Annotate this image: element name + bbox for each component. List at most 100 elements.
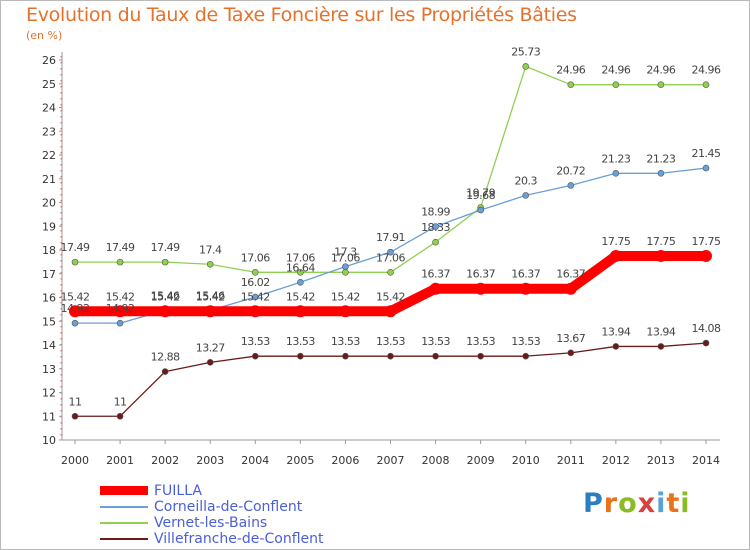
y-tick-label: 12 [42, 387, 56, 400]
x-tick-label: 2014 [692, 454, 720, 467]
data-point [116, 319, 124, 327]
data-label: 13.53 [466, 335, 495, 348]
data-point [297, 269, 304, 276]
data-point [522, 63, 530, 70]
data-label: 13.67 [556, 332, 585, 345]
data-label: 21.23 [646, 152, 675, 165]
data-point [342, 263, 349, 270]
x-tick-label: 2001 [106, 454, 134, 467]
data-label: 15.42 [106, 290, 135, 303]
data-label: 21.23 [601, 152, 630, 165]
data-point [432, 352, 439, 360]
data-point [429, 282, 442, 295]
y-tick-label: 25 [42, 78, 56, 91]
data-label: 16.37 [466, 268, 495, 281]
data-point [609, 249, 622, 262]
data-label: 13.53 [511, 335, 540, 348]
data-point [432, 238, 439, 246]
data-label: 13.94 [646, 325, 675, 338]
data-label: 13.53 [376, 335, 405, 348]
data-point [206, 260, 214, 268]
data-point [657, 169, 665, 177]
data-label: 13.94 [601, 325, 630, 338]
data-point [522, 192, 530, 199]
data-label: 17.4 [199, 243, 222, 256]
x-tick-label: 2012 [602, 454, 630, 467]
data-point [251, 293, 259, 301]
data-label: 18.99 [421, 205, 450, 218]
data-point [657, 81, 665, 88]
data-point [564, 282, 577, 295]
data-label: 15.42 [376, 290, 405, 303]
data-point [159, 305, 172, 318]
y-tick-label: 24 [42, 102, 56, 115]
data-point [700, 249, 712, 262]
data-label: 17.06 [376, 251, 405, 264]
x-tick-label: 2009 [467, 454, 495, 467]
proxiti-logo: Proxiti [583, 488, 691, 519]
data-label: 24.96 [692, 64, 721, 77]
y-tick-label: 19 [42, 220, 56, 233]
data-label: 13.27 [196, 341, 225, 354]
data-label: 19.79 [466, 186, 495, 199]
data-label: 24.96 [556, 64, 585, 77]
legend-swatch-fuilla [100, 486, 148, 495]
data-point [612, 343, 620, 350]
data-point [116, 258, 124, 266]
data-label: 11 [69, 395, 82, 408]
data-point [387, 352, 394, 360]
data-point [206, 359, 214, 366]
data-label: 14.92 [106, 302, 135, 315]
data-point [204, 305, 217, 318]
data-point [387, 269, 394, 276]
y-tick-label: 11 [42, 410, 56, 423]
data-point [71, 412, 79, 420]
y-tick-label: 16 [42, 292, 56, 305]
data-point [612, 81, 620, 88]
y-tick-label: 18 [42, 244, 56, 257]
y-tick-label: 21 [42, 173, 56, 186]
data-label: 16.37 [556, 268, 585, 281]
data-point [477, 352, 484, 360]
data-label: 17.06 [241, 251, 270, 264]
data-label: 15.42 [286, 290, 315, 303]
data-label: 17.06 [331, 251, 360, 264]
data-point [384, 305, 397, 318]
data-point [297, 352, 304, 360]
data-label: 16.02 [241, 276, 270, 289]
legend-label-vernet: Vernet-les-Bains [154, 515, 268, 531]
data-point [567, 81, 575, 88]
y-tick-label: 14 [42, 339, 56, 352]
data-point [161, 368, 169, 375]
data-point [702, 339, 710, 347]
x-tick-label: 2007 [377, 454, 405, 467]
legend-swatch-vernet [100, 522, 148, 524]
data-label: 15.46 [196, 289, 225, 302]
data-point [116, 412, 124, 420]
data-label: 17.91 [376, 231, 405, 244]
x-tick-label: 2005 [286, 454, 314, 467]
data-point [519, 282, 532, 295]
data-label: 16.64 [286, 261, 315, 274]
data-label: 14.08 [692, 322, 721, 335]
data-label: 15.46 [151, 289, 180, 302]
data-point [387, 248, 394, 256]
legend-label-villefranche: Villefranche-de-Conflent [154, 531, 324, 547]
x-tick-label: 2003 [196, 454, 224, 467]
data-label: 17.75 [692, 235, 721, 248]
data-label: 17.75 [646, 235, 675, 248]
data-label: 13.53 [421, 335, 450, 348]
data-point [522, 352, 530, 360]
data-label: 14.92 [61, 302, 90, 315]
data-label: 11 [114, 395, 127, 408]
legend-label-fuilla: FUILLA [154, 483, 202, 499]
x-tick-label: 2006 [331, 454, 359, 467]
data-point [69, 305, 81, 318]
x-tick-label: 2008 [422, 454, 450, 467]
data-label: 20.3 [514, 174, 537, 187]
data-label: 18.33 [421, 221, 450, 234]
data-point [567, 182, 575, 189]
x-tick-label: 2004 [241, 454, 269, 467]
data-point [702, 81, 710, 88]
